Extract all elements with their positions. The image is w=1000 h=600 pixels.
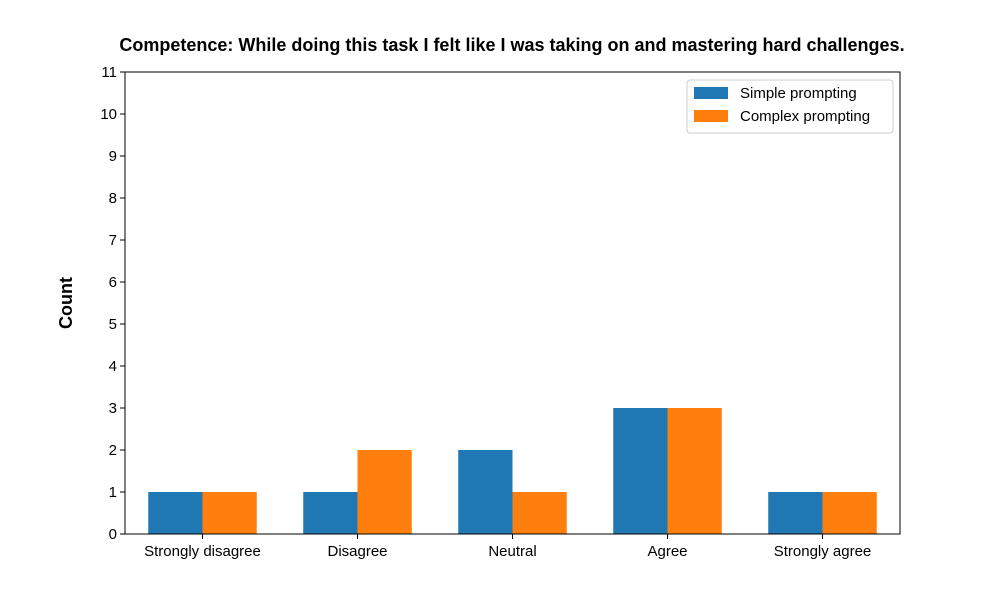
bar-simple-3 <box>613 408 668 534</box>
y-tick-label: 1 <box>109 484 117 501</box>
bar-simple-2 <box>458 450 513 534</box>
bar-simple-1 <box>303 492 358 534</box>
bar-complex-3 <box>667 408 722 534</box>
y-tick-label: 0 <box>109 526 117 543</box>
x-tick-label: Strongly disagree <box>144 543 261 560</box>
y-tick-label: 4 <box>109 358 117 375</box>
y-axis-label: Count <box>56 277 76 329</box>
y-tick-label: 3 <box>109 400 117 417</box>
plot-frame <box>124 71 901 535</box>
legend-label: Complex prompting <box>740 108 870 125</box>
bar-simple-0 <box>148 492 203 534</box>
bars-group <box>148 408 877 534</box>
y-tick-label: 9 <box>109 148 117 165</box>
bar-complex-2 <box>512 492 567 534</box>
x-tick-label: Disagree <box>327 543 387 560</box>
y-tick-label: 8 <box>109 190 117 207</box>
legend: Simple prompting Complex prompting <box>686 79 894 134</box>
legend-box <box>686 79 894 134</box>
bar-complex-0 <box>202 492 257 534</box>
x-tick-label: Agree <box>647 543 687 560</box>
y-axis: 0 1 2 3 4 5 6 7 8 9 10 11 <box>100 64 125 543</box>
y-tick-label: 2 <box>109 442 117 459</box>
y-tick-label: 6 <box>109 274 117 291</box>
x-tick-label: Strongly agree <box>774 543 872 560</box>
legend-swatch <box>694 110 728 122</box>
x-axis: Strongly disagree Disagree Neutral Agree Str… <box>144 534 871 560</box>
bar-complex-1 <box>357 450 412 534</box>
bar-simple-4 <box>768 492 823 534</box>
y-tick-label: 11 <box>101 64 117 81</box>
bar-complex-4 <box>822 492 877 534</box>
chart-title: Competence: While doing this task I felt… <box>119 35 904 55</box>
y-tick-label: 10 <box>100 106 117 123</box>
y-tick-label: 7 <box>109 232 117 249</box>
x-tick-label: Neutral <box>488 543 536 560</box>
y-tick-label: 5 <box>109 316 117 333</box>
legend-swatch <box>694 87 728 99</box>
legend-label: Simple prompting <box>740 85 857 102</box>
